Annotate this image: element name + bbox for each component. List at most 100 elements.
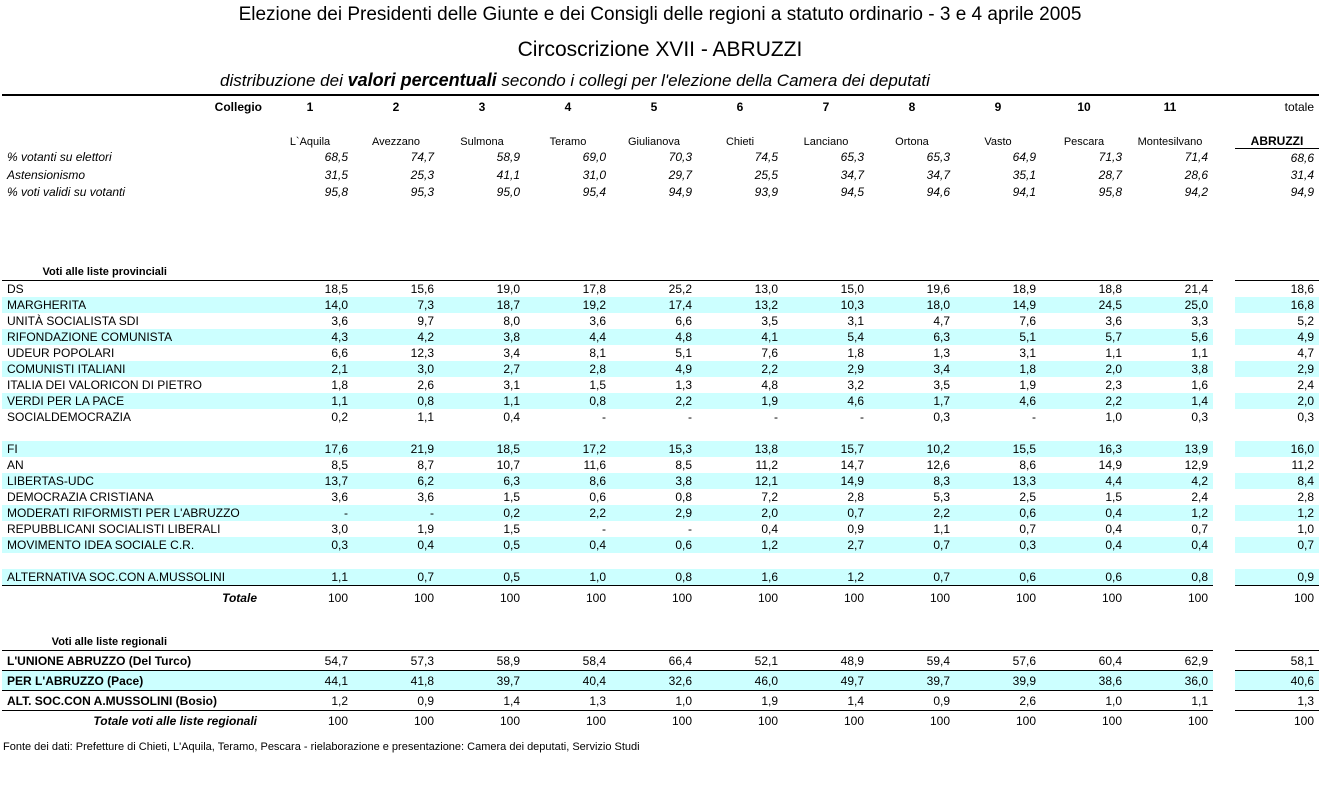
cell: 36,0 xyxy=(1127,670,1213,691)
cell: 0,7 xyxy=(1191,522,1208,536)
header-numbers: Collegio 1 2 3 4 5 6 7 8 9 10 11 totale xyxy=(2,95,1319,118)
cell: 4,1 xyxy=(697,329,783,345)
cell: 41,1 xyxy=(496,167,520,182)
cell: 12,6 xyxy=(926,458,950,472)
collegio-number: 2 xyxy=(392,100,400,114)
total-label: totale xyxy=(1284,100,1314,114)
cell: 0,6 xyxy=(589,490,606,504)
cell: 5,4 xyxy=(783,329,869,345)
row-label: COMUNISTI ITALIANI xyxy=(2,361,267,377)
total-cell: 4,7 xyxy=(1297,346,1314,360)
gap xyxy=(1213,489,1235,505)
cell: 8,0 xyxy=(503,314,520,328)
cell: 2,2 xyxy=(611,393,697,409)
cell: 1,1 xyxy=(1105,346,1122,360)
cell: 1,4 xyxy=(1127,393,1213,409)
cell: 100 xyxy=(783,585,869,610)
cell: 1,4 xyxy=(439,690,525,711)
collegio-name: Giulianova xyxy=(628,135,680,148)
cell: 0,6 xyxy=(955,569,1041,586)
cell: 6,6 xyxy=(675,314,692,328)
list-row: VERDI PER LA PACE 1,1 0,8 1,1 0,8 2,2 1,9 4,6 1,… xyxy=(2,393,1319,409)
gap xyxy=(1213,264,1235,281)
cell: 100 xyxy=(1015,713,1036,728)
cell: 49,7 xyxy=(783,670,869,691)
cell: 100 xyxy=(525,585,611,610)
list-row: LIBERTAS-UDC 13,7 6,2 6,3 8,6 3,8 12,1 14,9 8,3 1… xyxy=(2,473,1319,489)
cell: 71,4 xyxy=(1184,150,1208,165)
gap xyxy=(1213,650,1235,671)
cell: 0,8 xyxy=(611,569,697,586)
cell: 100 xyxy=(611,585,697,610)
cell: 13,3 xyxy=(955,473,1041,489)
cell: 0,3 xyxy=(955,537,1041,553)
cell: 4,4 xyxy=(1041,473,1127,489)
cell: 3,6 xyxy=(589,314,606,328)
cell: 39,7 xyxy=(439,670,525,691)
cell: 18,0 xyxy=(869,297,955,313)
gap xyxy=(1213,183,1235,200)
cell: 8,5 xyxy=(331,458,348,472)
cell: 95,8 xyxy=(324,184,348,199)
cell: 100 xyxy=(671,713,692,728)
total-cell: 94,9 xyxy=(1290,184,1314,199)
cell: 94,6 xyxy=(926,184,950,199)
row-label: ALTERNATIVA SOC.CON A.MUSSOLINI xyxy=(2,569,267,586)
regional-row: ALT. SOC.CON A.MUSSOLINI (Bosio) 1,2 0,9 1,… xyxy=(2,690,1319,711)
cell: 3,1 xyxy=(503,378,520,392)
cell: 8,1 xyxy=(589,346,606,360)
caption: distribuzione dei valori percentuali sec… xyxy=(220,70,930,91)
total-cell: 58,1 xyxy=(1235,650,1319,671)
row-label: VERDI PER LA PACE xyxy=(2,393,267,409)
cell: 1,6 xyxy=(697,569,783,586)
cell: 4,3 xyxy=(267,329,353,345)
row-label: UDEUR POPOLARI xyxy=(7,346,115,360)
gap xyxy=(1213,118,1235,149)
cell: 4,9 xyxy=(611,361,697,377)
cell: 8,5 xyxy=(675,458,692,472)
cell: 100 xyxy=(499,713,520,728)
cell: 3,5 xyxy=(933,378,950,392)
cell: 39,7 xyxy=(869,670,955,691)
cell: 2,2 xyxy=(869,505,955,521)
list-row: REPUBBLICANI SOCIALISTI LIBERALI 3,0 1,9 1,… xyxy=(2,521,1319,537)
cell: 2,2 xyxy=(1041,393,1127,409)
table-body: Collegio 1 2 3 4 5 6 7 8 9 10 11 totale L`Aquila Avezz… xyxy=(2,95,1319,730)
cell: 64,9 xyxy=(1012,150,1036,165)
row-label: % voti validi su votanti xyxy=(7,184,126,199)
total-cell: 0,9 xyxy=(1235,569,1319,586)
total-cell: 2,9 xyxy=(1235,361,1319,377)
cell: 1,1 xyxy=(439,393,525,409)
cell: 4,6 xyxy=(783,393,869,409)
gap xyxy=(1213,710,1235,730)
cell: 14,9 xyxy=(783,473,869,489)
cell: 14,9 xyxy=(1098,458,1122,472)
list-row: MOVIMENTO IDEA SOCIALE C.R. 0,3 0,4 0,5 0,4 0… xyxy=(2,537,1319,553)
cell: 5,1 xyxy=(955,329,1041,345)
total-cell: 8,4 xyxy=(1235,473,1319,489)
cell: 1,1 xyxy=(267,569,353,586)
gap xyxy=(1213,166,1235,183)
row-label: Astensionismo xyxy=(7,167,86,182)
collegio-name: Lanciano xyxy=(803,135,849,148)
cell: 5,7 xyxy=(1041,329,1127,345)
cell: 3,8 xyxy=(611,473,697,489)
cell: 15,5 xyxy=(955,441,1041,457)
cell: 58,9 xyxy=(439,650,525,671)
cell: 58,9 xyxy=(496,150,520,165)
cell: 18,7 xyxy=(439,297,525,313)
cell: 11,2 xyxy=(755,458,778,472)
row-label: AN xyxy=(7,458,24,472)
cell: 4,2 xyxy=(1127,473,1213,489)
empty xyxy=(2,425,1319,441)
cell: 3,0 xyxy=(331,522,348,536)
row-label: LIBERTAS-UDC xyxy=(2,473,267,489)
cell: 12,3 xyxy=(410,346,434,360)
cell: 2,3 xyxy=(1105,378,1122,392)
cell: 5,1 xyxy=(675,346,692,360)
row-label: MOVIMENTO IDEA SOCIALE C.R. xyxy=(2,537,267,553)
cell: 0,4 xyxy=(1127,537,1213,553)
list-row: RIFONDAZIONE COMUNISTA 4,3 4,2 3,8 4,4 4,8 4,1… xyxy=(2,329,1319,345)
gap xyxy=(1213,393,1235,409)
cell: 2,9 xyxy=(783,361,869,377)
